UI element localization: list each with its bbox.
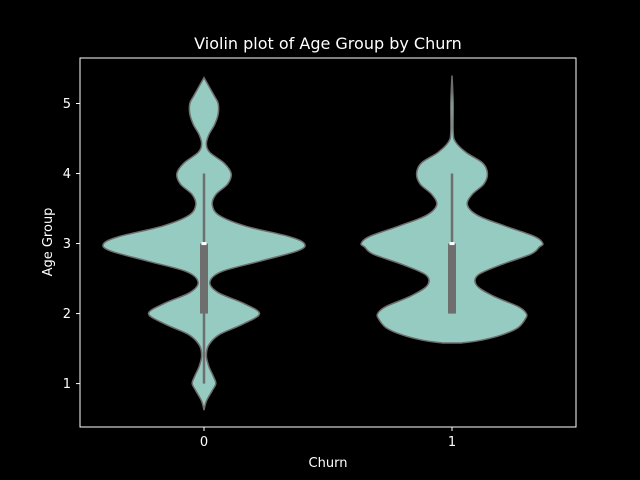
y-axis: 1 2 3 4 5: [63, 97, 80, 392]
y-tick-label: 3: [63, 237, 71, 252]
violin-box: [200, 243, 208, 314]
x-tick-label: 0: [200, 435, 208, 450]
violin-median: [449, 242, 455, 246]
y-axis-label: Age Group: [41, 208, 56, 277]
y-tick-label: 4: [63, 167, 71, 182]
y-tick-label: 1: [63, 377, 71, 392]
violin-0: [102, 76, 306, 411]
violin-box: [448, 243, 456, 314]
violin-1: [360, 75, 544, 344]
y-tick-label: 2: [63, 307, 71, 322]
violins-layer: [102, 75, 544, 411]
chart-title: Violin plot of Age Group by Churn: [194, 34, 462, 53]
violin-median: [201, 242, 207, 246]
plot-frame: [79, 57, 577, 428]
x-tick-label: 1: [448, 435, 456, 450]
y-tick-label: 5: [63, 97, 71, 112]
x-axis-label: Churn: [309, 456, 348, 471]
